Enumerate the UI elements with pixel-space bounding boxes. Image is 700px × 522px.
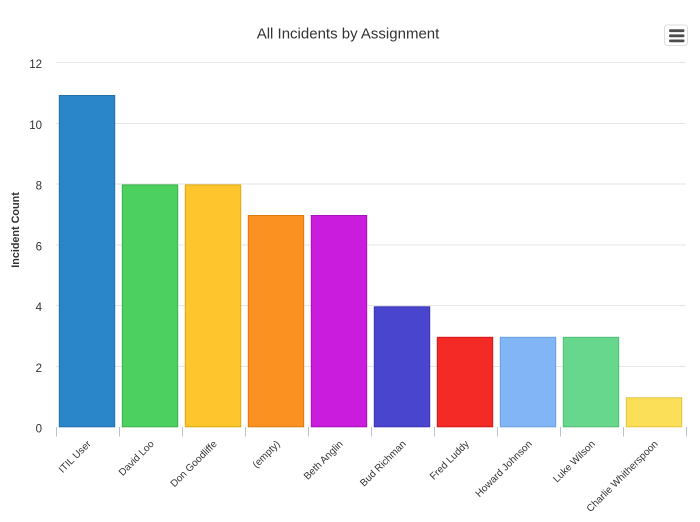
svg-text:2: 2 xyxy=(36,363,42,375)
svg-text:All Incidents by Assignment: All Incidents by Assignment xyxy=(257,26,440,43)
svg-text:6: 6 xyxy=(36,242,42,254)
svg-text:Incident Count: Incident Count xyxy=(10,192,22,268)
svg-text:8: 8 xyxy=(36,181,42,193)
svg-text:10: 10 xyxy=(29,120,42,132)
svg-text:4: 4 xyxy=(36,302,43,314)
svg-text:12: 12 xyxy=(29,59,42,71)
svg-text:0: 0 xyxy=(36,424,42,436)
